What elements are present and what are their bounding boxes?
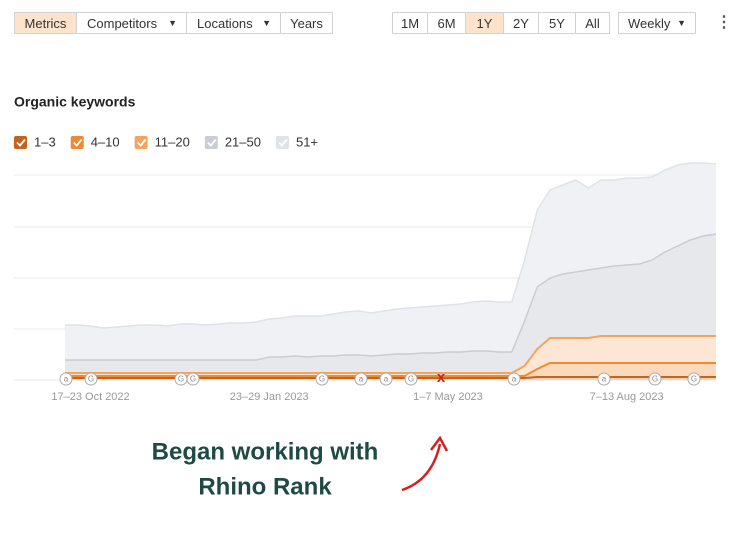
update-marker-label: G <box>652 375 658 384</box>
update-marker-label: a <box>512 375 517 384</box>
chart: Organic keywords x Began working with Rh… <box>14 94 717 500</box>
x-tick-label: 7–13 Aug 2023 <box>590 391 664 403</box>
legend-check <box>207 138 217 147</box>
legend-checkbox <box>14 136 27 149</box>
dropdown-arrow: ▼ <box>677 18 686 28</box>
update-marker <box>379 372 393 386</box>
update-marker <box>648 372 662 386</box>
cross-mark: x <box>437 369 446 386</box>
range-button[interactable]: 2Y <box>503 12 539 34</box>
legend-checkbox <box>275 136 289 149</box>
update-marker-label: G <box>88 375 94 384</box>
update-marker-label: G <box>319 375 325 384</box>
legend-check <box>278 138 288 147</box>
legend-label: 21–50 <box>225 134 261 149</box>
range-button[interactable]: 1M <box>392 12 428 34</box>
legend-label: 51+ <box>296 134 318 149</box>
update-marker-label: a <box>602 375 607 384</box>
tab-button[interactable]: Metrics <box>14 12 77 34</box>
update-marker <box>597 372 611 386</box>
update-marker <box>354 372 368 386</box>
tab-button[interactable]: Locations ▼ <box>186 12 281 34</box>
update-marker-label: G <box>190 375 196 384</box>
update-marker <box>186 372 200 386</box>
area <box>65 163 716 360</box>
range-button[interactable]: 1Y <box>465 12 504 34</box>
x-tick-label: 1–7 May 2023 <box>413 391 483 403</box>
legend-check <box>73 138 83 147</box>
legend-label: 4–10 <box>91 134 120 149</box>
arrow-head <box>430 435 449 452</box>
dropdown-arrow: ▼ <box>262 18 271 28</box>
more-menu[interactable]: ⋮ <box>716 14 732 31</box>
update-marker <box>687 372 701 386</box>
tab-button[interactable]: Competitors ▼ <box>76 12 187 34</box>
legend-check <box>136 138 147 147</box>
area <box>65 363 716 378</box>
legend-label: 11–20 <box>155 134 190 149</box>
caption-line: Began working with <box>152 438 379 465</box>
area <box>65 336 716 376</box>
update-marker-label: G <box>691 375 697 384</box>
legend-check <box>16 138 26 147</box>
update-marker-label: G <box>408 375 414 384</box>
update-marker <box>507 372 521 386</box>
plot <box>65 162 717 380</box>
area <box>65 234 716 373</box>
range-button[interactable]: 5Y <box>538 12 576 34</box>
range-button[interactable]: All <box>575 12 610 34</box>
update-marker <box>59 372 73 386</box>
legend-checkbox <box>70 136 84 149</box>
legend-label: 1–3 <box>34 134 56 149</box>
arrow <box>401 443 442 492</box>
interval-select[interactable]: Weekly ▼ <box>618 12 696 34</box>
update-marker-label: a <box>359 375 364 384</box>
page: {"toolbar": {"tabs": ["Metrics", "Compet… <box>14 12 732 501</box>
update-marker-label: a <box>64 375 69 384</box>
series-line <box>65 162 717 329</box>
tab-button[interactable]: Years <box>280 12 333 34</box>
update-marker <box>404 372 418 386</box>
update-marker <box>84 372 98 386</box>
update-marker <box>315 372 329 386</box>
chart-title: Organic keywords <box>14 94 136 110</box>
x-tick-label: 23–29 Jan 2023 <box>230 391 309 403</box>
x-tick-label: 17–23 Oct 2022 <box>51 391 129 403</box>
series-line <box>65 233 717 361</box>
update-marker-label: G <box>178 375 184 384</box>
series-line <box>65 335 716 374</box>
range-button[interactable]: 6M <box>427 12 466 34</box>
dropdown-arrow: ▼ <box>168 18 177 28</box>
update-marker-label: a <box>384 375 389 384</box>
caption-line: Rhino Rank <box>198 473 332 500</box>
legend-checkbox <box>134 136 148 149</box>
legend-checkbox <box>204 136 218 149</box>
